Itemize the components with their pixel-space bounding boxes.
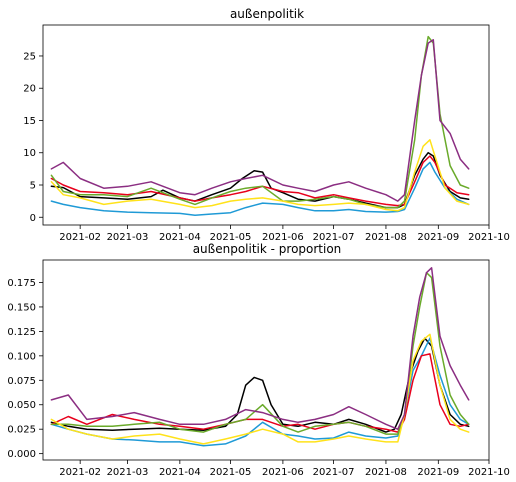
plot-area-frame — [42, 259, 490, 461]
chart-title: außenpolitik — [230, 7, 304, 21]
x-axis: 2021-02 2021-03 2021-04 2021-05 2021-06 2021-… — [59, 225, 510, 243]
x-axis: 2021-02 2021-03 2021-04 2021-05 2021-06 2021-… — [59, 460, 510, 478]
x-tick-label: 2021-05 — [210, 232, 252, 243]
x-tick-label: 2021-07 — [313, 467, 355, 478]
y-tick-label: 0.050 — [7, 400, 36, 411]
x-tick-label: 2021-07 — [313, 232, 355, 243]
x-tick-label: 2021-09 — [417, 232, 459, 243]
x-tick-label: 2021-08 — [365, 467, 407, 478]
y-tick-label: 0.150 — [7, 302, 36, 313]
y-tick-label: 0.000 — [7, 449, 36, 460]
x-tick-label: 2021-09 — [417, 467, 459, 478]
y-tick-label: 0.125 — [7, 327, 36, 338]
x-tick-label: 2021-02 — [59, 467, 101, 478]
y-tick-label: 0 — [30, 213, 36, 224]
y-axis: 0.000 0.025 0.050 0.075 0.100 0.125 0.150 0.175 — [7, 278, 43, 460]
y-tick-label: 0.025 — [7, 425, 36, 436]
series-line-5 — [50, 333, 470, 445]
x-tick-label: 2021-03 — [107, 232, 149, 243]
series-line-6 — [50, 267, 470, 430]
series-line-5 — [50, 139, 470, 212]
series-group — [50, 35, 470, 217]
y-tick-label: 15 — [23, 116, 36, 127]
series-line-2 — [50, 337, 470, 447]
x-tick-label: 2021-04 — [159, 232, 201, 243]
y-tick-label: 25 — [23, 51, 36, 62]
series-line-4 — [50, 271, 470, 435]
series-line-2 — [50, 161, 470, 217]
y-tick-label: 0.100 — [7, 351, 36, 362]
y-tick-label: 0.175 — [7, 278, 36, 289]
x-tick-label: 2021-10 — [468, 232, 510, 243]
x-tick-label: 2021-02 — [59, 232, 101, 243]
series-line-1 — [50, 151, 470, 209]
y-tick-label: 10 — [23, 148, 36, 159]
chart-panel-aussenpolitik: außenpolitik 2021-02 2021-03 2021-04 2021-0… — [23, 7, 510, 243]
x-tick-label: 2021-05 — [210, 467, 252, 478]
x-tick-label: 2021-10 — [468, 467, 510, 478]
y-tick-label: 0.075 — [7, 376, 36, 387]
series-line-6 — [50, 39, 470, 202]
chart-panel-aussenpolitik-proportion: außenpolitik - proportion 2021-02 2021-03… — [7, 242, 510, 478]
x-tick-label: 2021-06 — [262, 467, 304, 478]
x-tick-label: 2021-03 — [107, 467, 149, 478]
y-tick-label: 5 — [30, 181, 36, 192]
x-tick-label: 2021-08 — [365, 232, 407, 243]
plot-area-frame — [42, 24, 490, 226]
series-group — [50, 267, 470, 447]
x-tick-label: 2021-06 — [262, 232, 304, 243]
series-line-4 — [50, 35, 470, 209]
y-tick-label: 20 — [23, 84, 36, 95]
y-axis: 0 5 10 15 20 25 — [23, 51, 43, 224]
x-tick-label: 2021-04 — [159, 467, 201, 478]
chart-title: außenpolitik - proportion — [193, 242, 342, 256]
series-line-3 — [50, 353, 470, 433]
